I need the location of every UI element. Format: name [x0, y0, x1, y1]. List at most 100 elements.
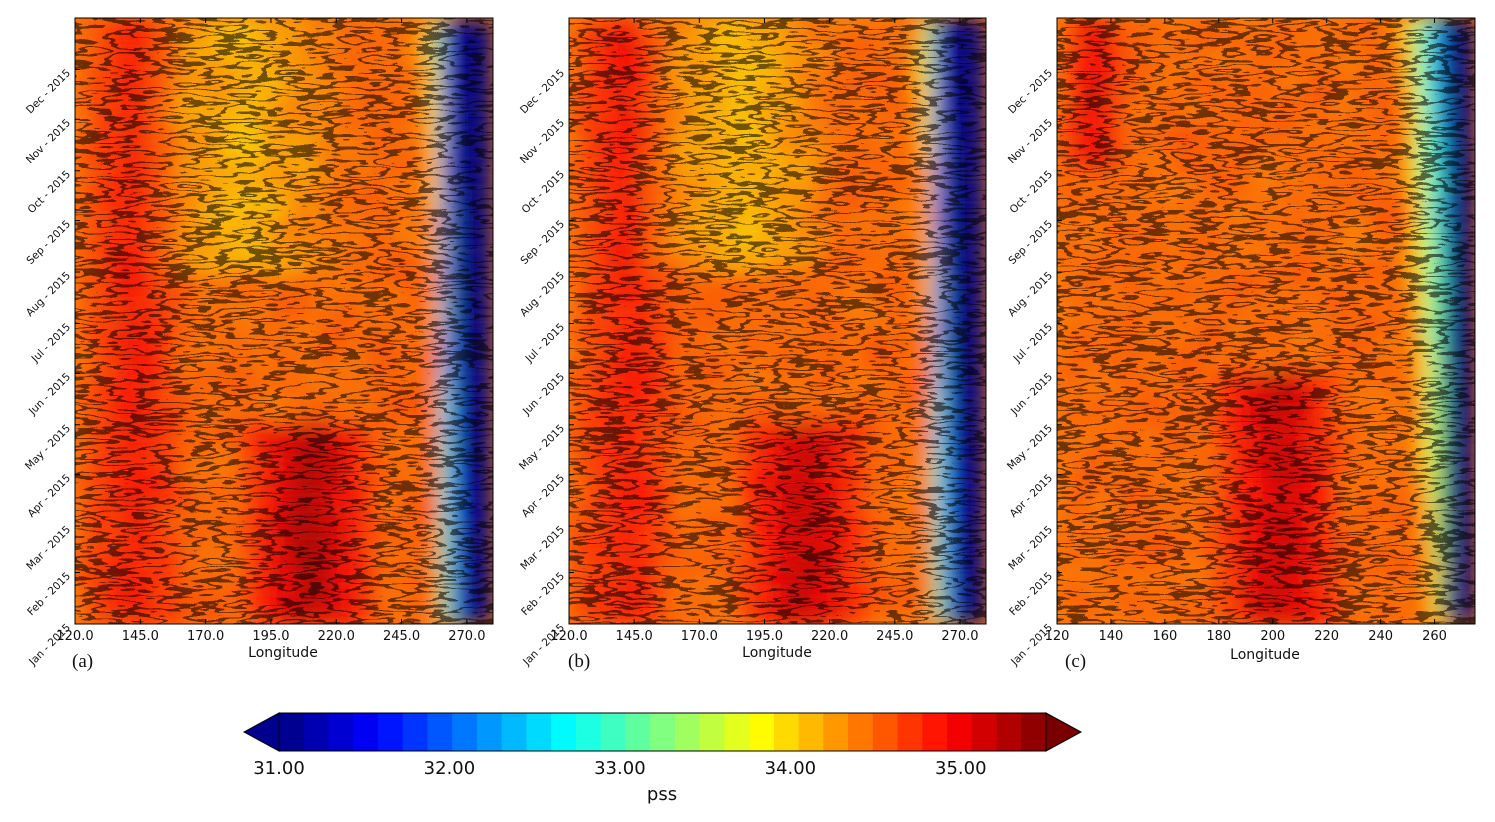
heatmap-field	[569, 18, 986, 624]
colorbar-segment	[551, 713, 577, 751]
panel-label-a: (a)	[72, 651, 93, 672]
colorbar-segment	[922, 713, 948, 751]
colorbar-tick-label: 34.00	[765, 758, 817, 779]
y-tick-label: Dec - 2015	[518, 67, 567, 116]
y-tick-label: May - 2015	[517, 422, 567, 472]
x-axis-label-a: Longitude	[248, 645, 318, 661]
y-tick-label: Dec - 2015	[24, 67, 73, 116]
y-tick-label: Apr - 2015	[519, 472, 567, 520]
x-tick-label: 195.0	[746, 629, 783, 644]
colorbar-segment	[427, 713, 453, 751]
heatmap-panel-b: 120.0 145.0 170.0 195.0 220.0 245.0 270.0 Jan -…	[517, 17, 987, 669]
y-tick-label: Sep - 2015	[518, 218, 567, 267]
colorbar-extend-high	[1045, 712, 1083, 752]
colorbar-segment	[699, 713, 725, 751]
x-tick-label: 240	[1368, 629, 1393, 644]
y-tick-label: Feb - 2015	[519, 570, 567, 618]
colorbar-extend-low	[242, 712, 280, 752]
x-tick-label: 220.0	[318, 629, 355, 644]
x-tick-label: 160	[1152, 629, 1177, 644]
x-tick-label: 245.0	[876, 629, 913, 644]
y-tick-label: Nov - 2015	[1006, 117, 1055, 166]
x-tick-label: 220.0	[811, 629, 848, 644]
y-tick-label: Aug - 2015	[518, 270, 567, 319]
y-tick-label: Jan - 2015	[26, 622, 73, 669]
colorbar-tick-label: 33.00	[594, 758, 646, 779]
y-tick-label: Jan - 2015	[1008, 622, 1055, 669]
y-tick-label: Jul - 2015	[29, 321, 73, 365]
y-tick-label: Jun - 2015	[520, 371, 567, 418]
x-tick-label: 270.0	[941, 629, 978, 644]
x-tick-label: 145.0	[616, 629, 653, 644]
x-tick-label: 180	[1206, 629, 1231, 644]
colorbar-segment	[476, 713, 503, 751]
y-tick-label: Sep - 2015	[24, 218, 73, 267]
colorbar-segment	[452, 713, 478, 751]
x-tick-label: 170.0	[681, 629, 718, 644]
heatmap-field	[75, 18, 493, 624]
y-tick-label: Aug - 2015	[24, 270, 73, 319]
y-tick-label: Jun - 2015	[1008, 371, 1055, 418]
y-tick-label: Oct - 2015	[520, 168, 568, 216]
colorbar-segment	[947, 713, 973, 751]
heatmap-panel-a: 120.0 145.0 170.0 195.0 220.0 245.0 270.0 Jan -…	[23, 17, 494, 669]
y-tick-label: Nov - 2015	[518, 117, 567, 166]
y-tick-label: Mar - 2015	[24, 524, 73, 573]
colorbar-tick-label: 31.00	[253, 758, 305, 779]
colorbar-segment	[848, 713, 874, 751]
y-tick-label: Feb - 2015	[1007, 570, 1055, 618]
y-tick-label: Feb - 2015	[25, 570, 73, 618]
x-tick-label: 260	[1422, 629, 1447, 644]
colorbar-segment	[749, 713, 775, 751]
colorbar-segment	[897, 713, 923, 751]
x-tick-label: 195.0	[252, 629, 289, 644]
x-tick-label: 120.0	[56, 629, 93, 644]
colorbar-segment	[674, 713, 701, 751]
x-tick-label: 220	[1314, 629, 1339, 644]
y-tick-label: Apr - 2015	[25, 472, 73, 520]
y-tick-label: Jul - 2015	[523, 321, 567, 365]
x-tick-label: 145.0	[122, 629, 159, 644]
y-tick-label: Aug - 2015	[1006, 270, 1055, 319]
colorbar-segment	[526, 713, 552, 751]
y-tick-label: Oct - 2015	[26, 168, 74, 216]
colorbar-segment	[724, 713, 750, 751]
colorbar-segment	[575, 713, 602, 751]
colorbar-segment	[996, 713, 1022, 751]
y-tick-label: Apr - 2015	[1007, 472, 1055, 520]
panel-label-c: (c)	[1065, 651, 1086, 672]
y-tick-label: Jan - 2015	[520, 622, 567, 669]
colorbar-segment	[402, 713, 428, 751]
colorbar-label: pss	[647, 784, 677, 805]
colorbar-segment	[798, 713, 824, 751]
y-tick-label: Jun - 2015	[26, 371, 73, 418]
x-axis-label-c: Longitude	[1230, 647, 1300, 663]
x-tick-label: 170.0	[187, 629, 224, 644]
x-tick-label: 245.0	[383, 629, 420, 644]
x-axis-label-b: Longitude	[742, 645, 812, 661]
x-tick-label: 120	[1045, 629, 1070, 644]
y-tick-label: Oct - 2015	[1008, 168, 1056, 216]
y-tick-label: Nov - 2015	[24, 117, 73, 166]
x-tick-label: 140	[1099, 629, 1124, 644]
x-tick-label: 200	[1260, 629, 1285, 644]
colorbar-segment	[328, 713, 354, 751]
colorbar-tick-label: 35.00	[935, 758, 987, 779]
colorbar-tick-label: 32.00	[424, 758, 476, 779]
y-tick-label: Sep - 2015	[1006, 218, 1055, 267]
plot-frame	[1056, 17, 1476, 625]
x-tick-label: 120.0	[550, 629, 587, 644]
y-tick-label: Mar - 2015	[518, 524, 567, 573]
x-tick-label: 270.0	[448, 629, 485, 644]
plot-frame	[74, 17, 494, 625]
y-tick-label: Dec - 2015	[1006, 67, 1055, 116]
colorbar-segment	[303, 713, 329, 751]
colorbar-segment	[279, 713, 305, 751]
colorbar-segment	[377, 713, 404, 751]
colorbar-segment	[823, 713, 849, 751]
y-tick-label: Jul - 2015	[1011, 321, 1055, 365]
colorbar-segment	[353, 713, 379, 751]
colorbar-segment	[625, 713, 651, 751]
